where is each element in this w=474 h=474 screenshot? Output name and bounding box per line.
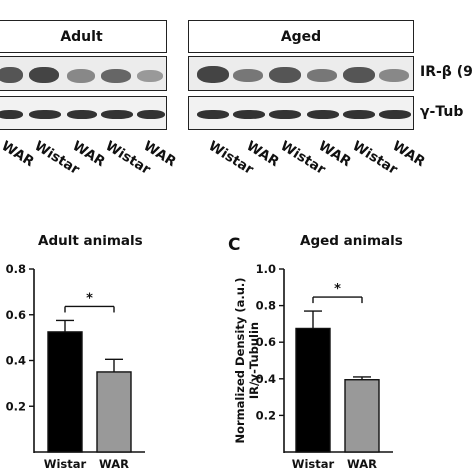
- y-tick-label: 0.8: [6, 262, 26, 276]
- band: [233, 110, 265, 119]
- significance-star: *: [86, 291, 93, 306]
- bar: [96, 371, 132, 453]
- band: [29, 67, 59, 83]
- row-label-ir-beta: IR-β (9: [420, 64, 473, 80]
- band: [307, 110, 339, 119]
- band: [197, 66, 229, 83]
- band: [101, 110, 133, 119]
- band: [307, 69, 337, 82]
- group-label-adult: Adult: [60, 28, 103, 45]
- lane-label: Wistar: [349, 138, 401, 178]
- blot-tubulin-aged: [188, 96, 414, 130]
- y-axis-label: Normalized Density (a.u.) IR/γ-Tubulin: [233, 277, 261, 443]
- y-tick-label: 0.2: [256, 408, 276, 422]
- lane-label: WAR: [0, 138, 37, 171]
- blot-ir-beta-aged: [188, 56, 414, 91]
- x-tick-label: Wistar: [44, 457, 87, 471]
- bar: [47, 331, 83, 453]
- band: [0, 67, 23, 83]
- y-tick-label: 0.6: [6, 308, 26, 322]
- y-axis-label-line: Normalized Density (a.u.): [233, 277, 247, 443]
- chart-title-adult: Adult animals: [38, 233, 143, 249]
- band: [137, 110, 165, 119]
- band: [343, 110, 375, 119]
- band: [269, 110, 301, 119]
- bar: [344, 379, 380, 453]
- band: [67, 69, 95, 83]
- row-label-tubulin: γ-Tub: [420, 104, 464, 120]
- group-label-aged: Aged: [280, 28, 322, 45]
- bar: [295, 327, 331, 453]
- y-tick-label: 1.0: [256, 262, 276, 276]
- band: [379, 110, 411, 119]
- blot-ir-beta-adult: [0, 56, 167, 91]
- band: [233, 69, 263, 82]
- x-tick-label: WAR: [347, 457, 377, 471]
- chart-adult: 0.8 0.6 0.4 0.2 Wistar WAR *: [6, 262, 145, 471]
- chart-aged: 1.0 0.8 0.6 0.4 0.2 Wistar WAR * Normalized Dens…: [233, 262, 393, 471]
- band: [343, 67, 375, 83]
- x-tick-label: WAR: [99, 457, 129, 471]
- significance-star: *: [334, 282, 341, 297]
- blot-tubulin-adult: [0, 96, 167, 130]
- group-box-adult: Adult: [0, 20, 167, 53]
- band: [0, 110, 23, 119]
- y-tick-label: 0.8: [256, 299, 276, 313]
- band: [269, 67, 301, 83]
- y-axis-label-line: IR/γ-Tubulin: [247, 322, 261, 399]
- band: [101, 69, 131, 83]
- panel-letter-c: C: [228, 235, 241, 255]
- y-tick-label: 0.4: [256, 372, 276, 386]
- band: [379, 69, 409, 82]
- x-tick-label: Wistar: [292, 457, 335, 471]
- band: [67, 110, 97, 119]
- y-tick-label: 0.2: [6, 399, 26, 413]
- band: [29, 110, 61, 119]
- band: [197, 110, 229, 119]
- y-tick-label: 0.6: [256, 335, 276, 349]
- band: [137, 70, 163, 82]
- chart-title-aged: Aged animals: [300, 233, 403, 249]
- y-tick-label: 0.4: [6, 354, 26, 368]
- group-box-aged: Aged: [188, 20, 414, 53]
